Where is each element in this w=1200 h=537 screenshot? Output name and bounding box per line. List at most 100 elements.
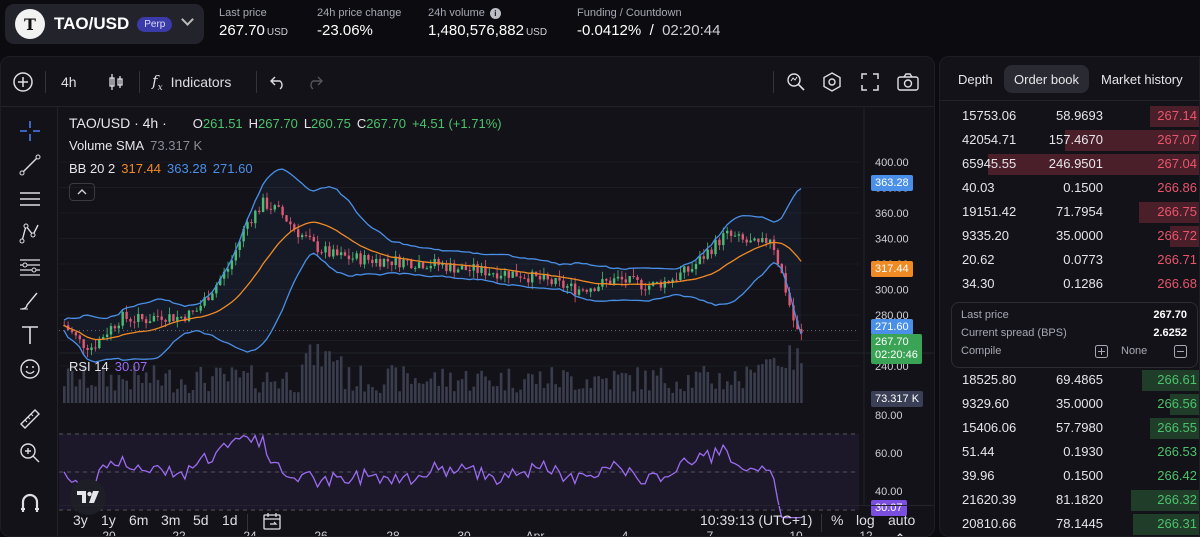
ask-row[interactable]: 42054.71 157.4670 267.07: [940, 128, 1199, 152]
undo-icon[interactable]: [269, 69, 287, 95]
last-price-tag-value: 267.70: [875, 336, 909, 348]
ask-row[interactable]: 34.30 0.1286 266.68: [940, 272, 1199, 296]
bid-row[interactable]: 20810.66 78.1445 266.31: [940, 512, 1199, 536]
candle-body: [581, 289, 585, 291]
amount-cell: 35.0000: [1056, 396, 1103, 411]
text-icon[interactable]: [18, 323, 42, 347]
volume-bar: [644, 370, 647, 403]
ask-row[interactable]: 9335.20 35.0000 266.72: [940, 224, 1199, 248]
tab-market-history[interactable]: Market history: [1101, 71, 1183, 87]
bid-row[interactable]: 21620.39 81.1820 266.32: [940, 488, 1199, 512]
volume-bar: [784, 368, 788, 403]
volume-bar: [694, 371, 698, 403]
ask-row[interactable]: 20.62 0.0773 266.71: [940, 248, 1199, 272]
candle-body: [371, 259, 374, 263]
time-axis-label: 4: [622, 529, 629, 537]
fullscreen-icon[interactable]: [861, 69, 879, 95]
compile-minus-icon[interactable]: [1174, 345, 1187, 361]
info-icon[interactable]: i: [489, 7, 501, 19]
rsi-line: [63, 433, 802, 519]
date-range-icon[interactable]: [262, 511, 282, 534]
candle-style-icon[interactable]: [107, 69, 125, 95]
volume-bar: [269, 381, 273, 403]
candle-body: [398, 256, 401, 268]
ask-row[interactable]: 19151.42 71.7954 266.75: [940, 200, 1199, 224]
volume-bar: [402, 366, 405, 403]
candle-body: [121, 311, 124, 326]
candle-body: [394, 256, 397, 266]
bid-row[interactable]: 15406.06 57.7980 266.55: [940, 416, 1199, 440]
range-3m[interactable]: 3m: [161, 512, 181, 528]
indicators-button[interactable]: fx Indicators: [152, 69, 231, 95]
volume-bar: [343, 389, 347, 403]
camera-icon[interactable]: [897, 69, 919, 95]
ruler-icon[interactable]: [18, 407, 42, 431]
tab-depth[interactable]: Depth: [958, 71, 993, 87]
add-icon[interactable]: [12, 69, 34, 95]
volume-bar: [609, 389, 612, 403]
candlestick-chart[interactable]: 400.00380.00360.00340.00320.00300.00280.…: [59, 107, 935, 537]
volume-bar: [63, 386, 66, 403]
chevron-down-icon[interactable]: [181, 13, 194, 26]
volume-bar: [289, 390, 292, 403]
auto-toggle[interactable]: auto: [888, 512, 916, 528]
range-6m[interactable]: 6m: [129, 512, 149, 528]
pair-selector[interactable]: T TAO/USD Perp: [5, 4, 204, 44]
candle-body: [265, 197, 269, 209]
bid-row[interactable]: 9329.60 35.0000 266.56: [940, 392, 1199, 416]
pattern-icon[interactable]: [18, 221, 42, 245]
depth-bar: [1170, 226, 1199, 247]
candle-body: [687, 266, 690, 272]
candle-body: [226, 269, 230, 272]
ask-row[interactable]: 15753.06 58.9693 267.14: [940, 104, 1199, 128]
compile-plus-icon[interactable]: [1095, 345, 1108, 361]
emoji-icon[interactable]: [18, 357, 42, 381]
candle-body: [616, 276, 620, 279]
low-label: L: [303, 115, 312, 131]
bid-row[interactable]: 51.44 0.1930 266.53: [940, 440, 1199, 464]
price-cell: 267.07: [1157, 132, 1197, 147]
candle-body: [538, 275, 542, 280]
volume-bar: [687, 375, 690, 403]
bb-upper-tag: 363.28: [871, 175, 913, 191]
interval-button[interactable]: 4h: [61, 74, 77, 90]
candle-body: [515, 271, 518, 277]
magnet-icon[interactable]: [18, 491, 42, 515]
log-toggle[interactable]: log: [856, 512, 875, 528]
range-3y[interactable]: 3y: [73, 512, 88, 528]
brush-icon[interactable]: [18, 289, 42, 313]
candle-body: [612, 278, 616, 285]
volume-bar: [332, 361, 335, 403]
candle-change-value: +4.51 (+1.71%): [411, 115, 502, 131]
amount-cell: 0.1500: [1063, 180, 1103, 195]
tab-order-book[interactable]: Order book: [1004, 65, 1090, 93]
bb-fill: [64, 169, 802, 363]
chart-area[interactable]: 400.00380.00360.00340.00320.00300.00280.…: [59, 107, 935, 537]
volume-bar: [183, 384, 187, 403]
volume-bar: [671, 392, 674, 403]
range-1y[interactable]: 1y: [101, 512, 116, 528]
bid-row[interactable]: 39.96 0.1500 266.42: [940, 464, 1199, 488]
volume-bar: [293, 392, 296, 403]
fib-icon[interactable]: [18, 255, 42, 279]
volume-bar: [464, 370, 468, 403]
zoom-in-icon[interactable]: [18, 441, 42, 465]
candle-body: [768, 239, 772, 243]
settings-icon[interactable]: [822, 69, 842, 95]
range-1d[interactable]: 1d: [222, 512, 238, 528]
collapse-legend-button[interactable]: [69, 183, 95, 201]
bid-row[interactable]: 18525.80 69.4865 266.61: [940, 368, 1199, 392]
crosshair-icon[interactable]: [18, 119, 42, 143]
redo-icon[interactable]: [306, 69, 324, 95]
tradingview-logo-icon[interactable]: [70, 479, 106, 515]
ask-row[interactable]: 65945.55 246.9501 267.04: [940, 152, 1199, 176]
parallel-lines-icon[interactable]: [18, 187, 42, 211]
range-5d[interactable]: 5d: [193, 512, 209, 528]
time-axis-label: Apr: [526, 529, 545, 537]
funding-stat: Funding / Countdown -0.0412% / 02:20:44: [577, 7, 720, 39]
quick-search-icon[interactable]: [786, 69, 806, 95]
timezone-clock[interactable]: 10:39:13 (UTC+1): [700, 512, 813, 528]
trend-line-icon[interactable]: [18, 153, 42, 177]
ask-row[interactable]: 40.03 0.1500 266.86: [940, 176, 1199, 200]
percent-toggle[interactable]: %: [831, 512, 844, 528]
